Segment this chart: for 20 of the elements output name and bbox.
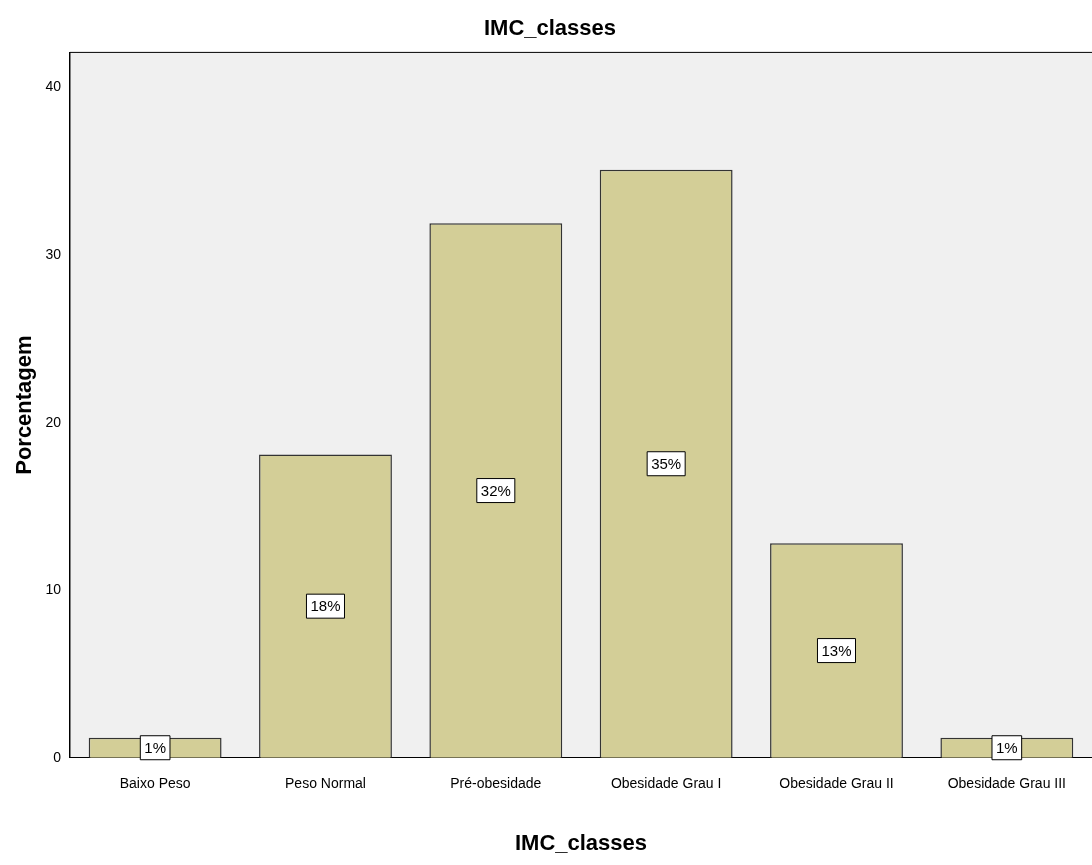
data-label: 35%: [651, 454, 682, 472]
data-label: 13%: [821, 641, 852, 659]
y-axis-title: Porcentagem: [11, 335, 37, 475]
y-tick-label: 10: [45, 581, 62, 598]
x-tick-label: Peso Normal: [285, 775, 366, 792]
x-tick-label: Baixo Peso: [119, 775, 191, 792]
data-label: 1%: [995, 738, 1018, 756]
x-tick-label: Obesidade Grau II: [779, 775, 894, 792]
chart-title: IMC_classes: [483, 15, 617, 41]
y-tick-label: 30: [45, 246, 62, 262]
data-label: 32%: [480, 481, 511, 499]
x-axis-title: IMC_classes: [514, 829, 648, 855]
y-tick-label: 40: [45, 78, 62, 95]
x-tick-label: Obesidade Grau I: [610, 775, 722, 792]
x-tick-label: Pré-obesidade: [450, 775, 542, 792]
y-tick-label: 20: [45, 413, 62, 430]
y-tick-label: 0: [53, 748, 62, 765]
data-label: 18%: [310, 597, 341, 615]
x-tick-label: Obesidade Grau III: [947, 775, 1066, 792]
data-label: 1%: [144, 738, 166, 756]
